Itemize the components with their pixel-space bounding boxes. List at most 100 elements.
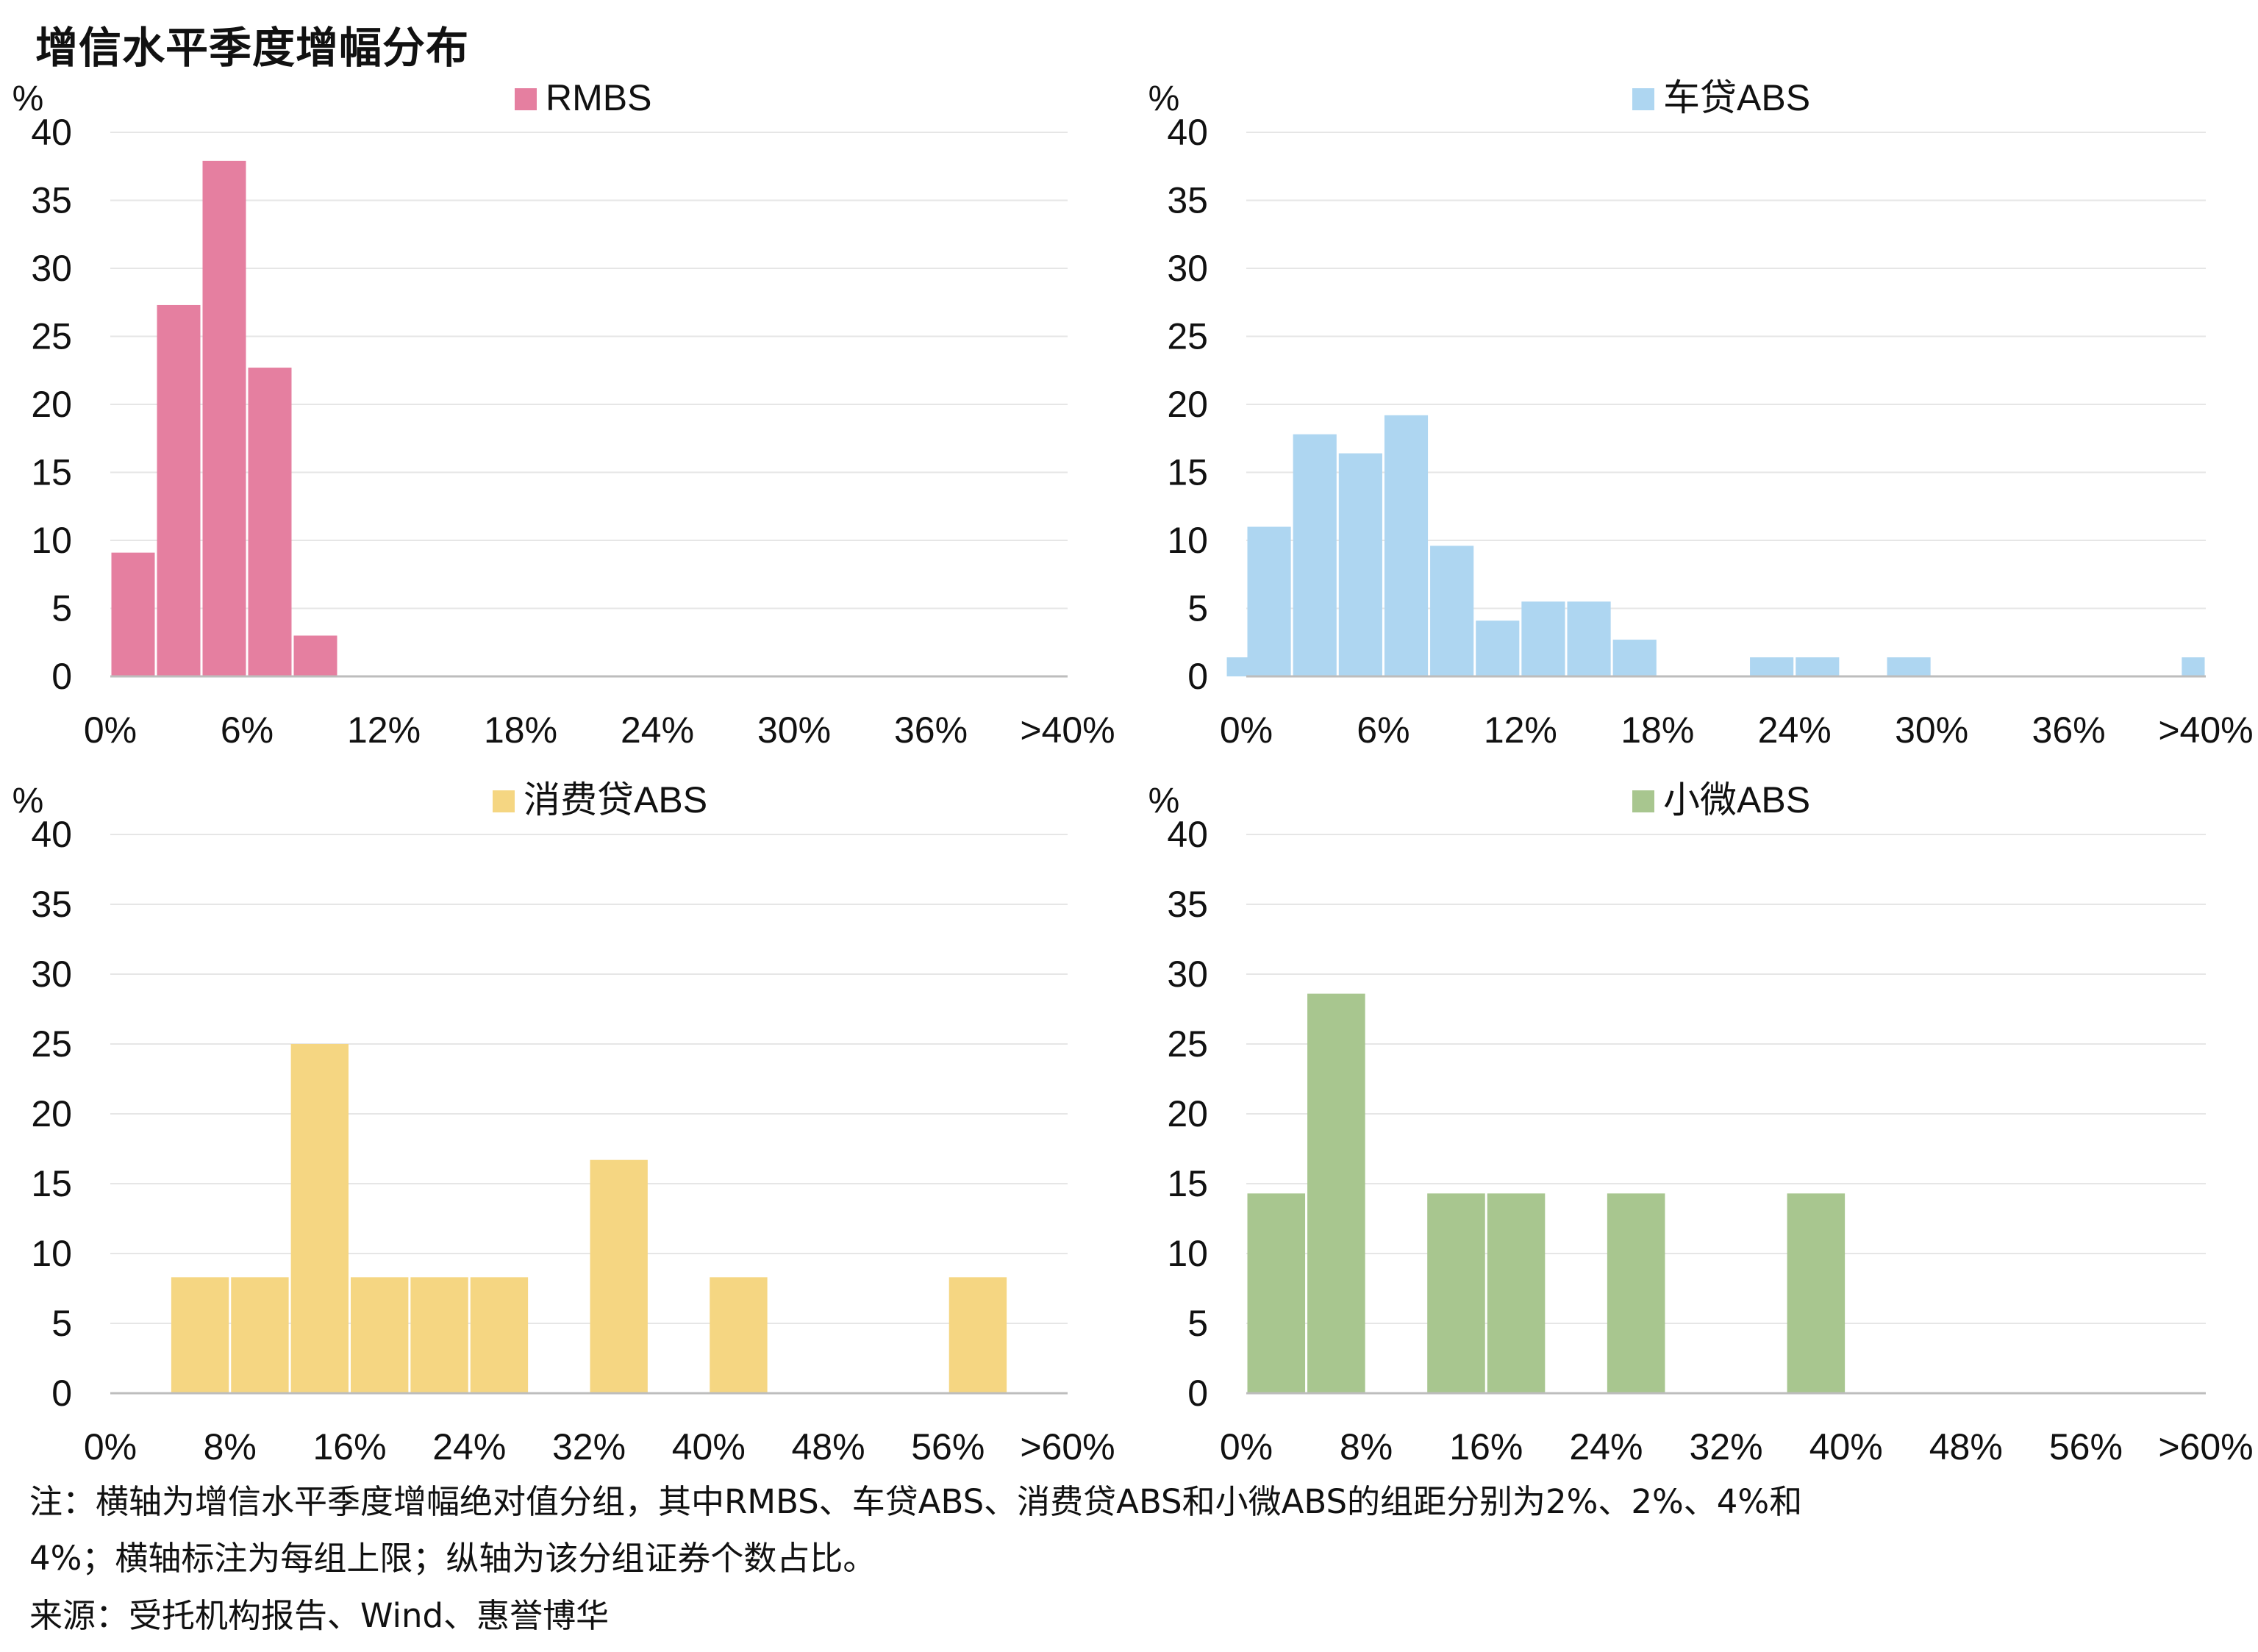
bar-consumer-abs-8 [948,1277,1007,1393]
x-tick-label: 24% [1758,709,1832,751]
bar-rmbs-1 [157,304,201,676]
bar-consumer-abs-1 [231,1277,289,1393]
y-tick-label: 10 [1167,520,1208,561]
x-tick-label: 0% [84,1426,137,1467]
x-tick-label: 56% [2049,1426,2123,1467]
x-tick-label: 0% [1220,709,1273,751]
x-tick-label: 12% [1484,709,1557,751]
x-tick-label: 32% [552,1426,626,1467]
bar-auto-abs-6 [1476,621,1520,676]
bar-consumer-abs-0 [171,1277,229,1393]
legend-swatch [1632,88,1654,110]
y-tick-label: 15 [1167,452,1208,493]
y-tick-label: 0 [51,1373,72,1414]
y-tick-label: 15 [31,452,72,493]
bar-auto-abs-8 [1567,601,1611,676]
y-tick-label: 5 [51,1303,72,1344]
x-tick-label: >40% [2158,709,2253,751]
bar-consumer-abs-2 [290,1044,349,1393]
x-tick-label: 30% [1895,709,1968,751]
bar-smallbiz-abs-5 [1787,1193,1846,1393]
x-tick-label: 24% [432,1426,506,1467]
y-tick-label: 20 [1167,384,1208,425]
bar-consumer-abs-6 [590,1159,648,1393]
figure-title: 增信水平季度增幅分布 [35,23,470,73]
x-tick-label: 48% [791,1426,865,1467]
x-tick-label: 40% [1809,1426,1883,1467]
chart-panel-rmbs: 0 5 10 15 20 25 30 35 40% 0% 6% 12% 18% 24% 30% 36% >40%… [12,77,1115,751]
legend-label: 消费贷ABS [524,779,707,820]
y-tick-label: 10 [1167,1233,1208,1274]
legend-label: 小微ABS [1663,779,1810,820]
x-tick-label: >40% [1020,709,1115,751]
y-tick-label: 10 [31,520,72,561]
y-axis-unit-label: % [12,782,44,820]
bar-rmbs-3 [248,368,292,676]
bar-auto-abs-12 [1887,657,1931,676]
y-tick-label: 25 [1167,316,1208,357]
y-axis-unit-label: % [1148,782,1180,820]
bar-consumer-abs-5 [470,1277,529,1393]
x-tick-label: 24% [621,709,694,751]
bar-auto-abs-11 [1796,657,1840,676]
x-tick-label: 18% [1621,709,1694,751]
y-tick-label: 0 [1187,1373,1208,1414]
x-tick-label: >60% [2158,1426,2253,1467]
bar-consumer-abs-7 [710,1277,768,1393]
y-tick-label: 0 [51,656,72,697]
x-tick-label: 36% [2032,709,2106,751]
bar-auto-abs-5 [1430,546,1474,676]
x-tick-label: 8% [1340,1426,1393,1467]
y-tick-label: 20 [31,1093,72,1134]
bar-auto-abs-1 [1247,526,1291,676]
legend-swatch [493,790,515,812]
x-tick-label: 0% [84,709,137,751]
y-tick-label: 35 [31,180,72,221]
y-tick-label: 40 [31,112,72,153]
bar-auto-abs-2 [1293,434,1337,676]
legend-label: 车贷ABS [1663,77,1810,118]
y-tick-label: 5 [1187,588,1208,629]
chart-panel-smallbiz-abs: 0 5 10 15 20 25 30 35 40% 0% 8% 16% 24% 32% 40% 48% 56% >… [1148,779,2254,1467]
bar-smallbiz-abs-2 [1427,1193,1485,1393]
y-tick-label: 25 [31,316,72,357]
legend-swatch [1632,790,1654,812]
y-tick-label: 5 [1187,1303,1208,1344]
footnote-line-1: 注：横轴为增信水平季度增幅绝对值分组，其中RMBS、车贷ABS、消费贷ABS和小… [29,1482,1803,1521]
bar-auto-abs-7 [1521,601,1565,676]
y-tick-label: 30 [31,248,72,289]
y-tick-label: 30 [1167,954,1208,995]
x-tick-label: 12% [347,709,421,751]
y-tick-label: 15 [1167,1163,1208,1204]
x-tick-label: 0% [1220,1426,1273,1467]
x-tick-label: 36% [894,709,968,751]
bar-rmbs-4 [293,635,337,676]
y-tick-label: 5 [51,588,72,629]
x-tick-label: 32% [1689,1426,1762,1467]
chart-panel-auto-abs: 0 5 10 15 20 25 30 35 40% 0% 6% 12% 18% 24% 30% 36% >40%… [1148,77,2254,751]
y-tick-label: 10 [31,1233,72,1274]
bar-auto-abs-4 [1384,415,1429,676]
y-tick-label: 30 [31,954,72,995]
source-line: 来源：受托机构报告、Wind、惠誉博华 [29,1596,610,1635]
chart-panel-consumer-abs: 0 5 10 15 20 25 30 35 40% 0% 8% 16% 24% 32% 40% 48% 56% >… [12,779,1115,1467]
x-tick-label: 16% [312,1426,386,1467]
y-tick-label: 40 [1167,814,1208,855]
y-tick-label: 35 [1167,884,1208,925]
bar-auto-abs-10 [1750,657,1794,676]
x-tick-label: 48% [1929,1426,2003,1467]
x-tick-label: 56% [911,1426,985,1467]
x-tick-label: 16% [1449,1426,1523,1467]
x-tick-label: 18% [484,709,557,751]
x-tick-label: 6% [1357,709,1410,751]
bar-auto-abs-3 [1338,453,1382,676]
bar-auto-abs-13 [2182,657,2205,676]
y-tick-label: 35 [31,884,72,925]
y-tick-label: 15 [31,1163,72,1204]
y-tick-label: 25 [31,1023,72,1065]
y-tick-label: 0 [1187,656,1208,697]
x-tick-label: 30% [757,709,831,751]
x-tick-label: >60% [1020,1426,1115,1467]
x-tick-label: 40% [672,1426,746,1467]
y-tick-label: 35 [1167,180,1208,221]
